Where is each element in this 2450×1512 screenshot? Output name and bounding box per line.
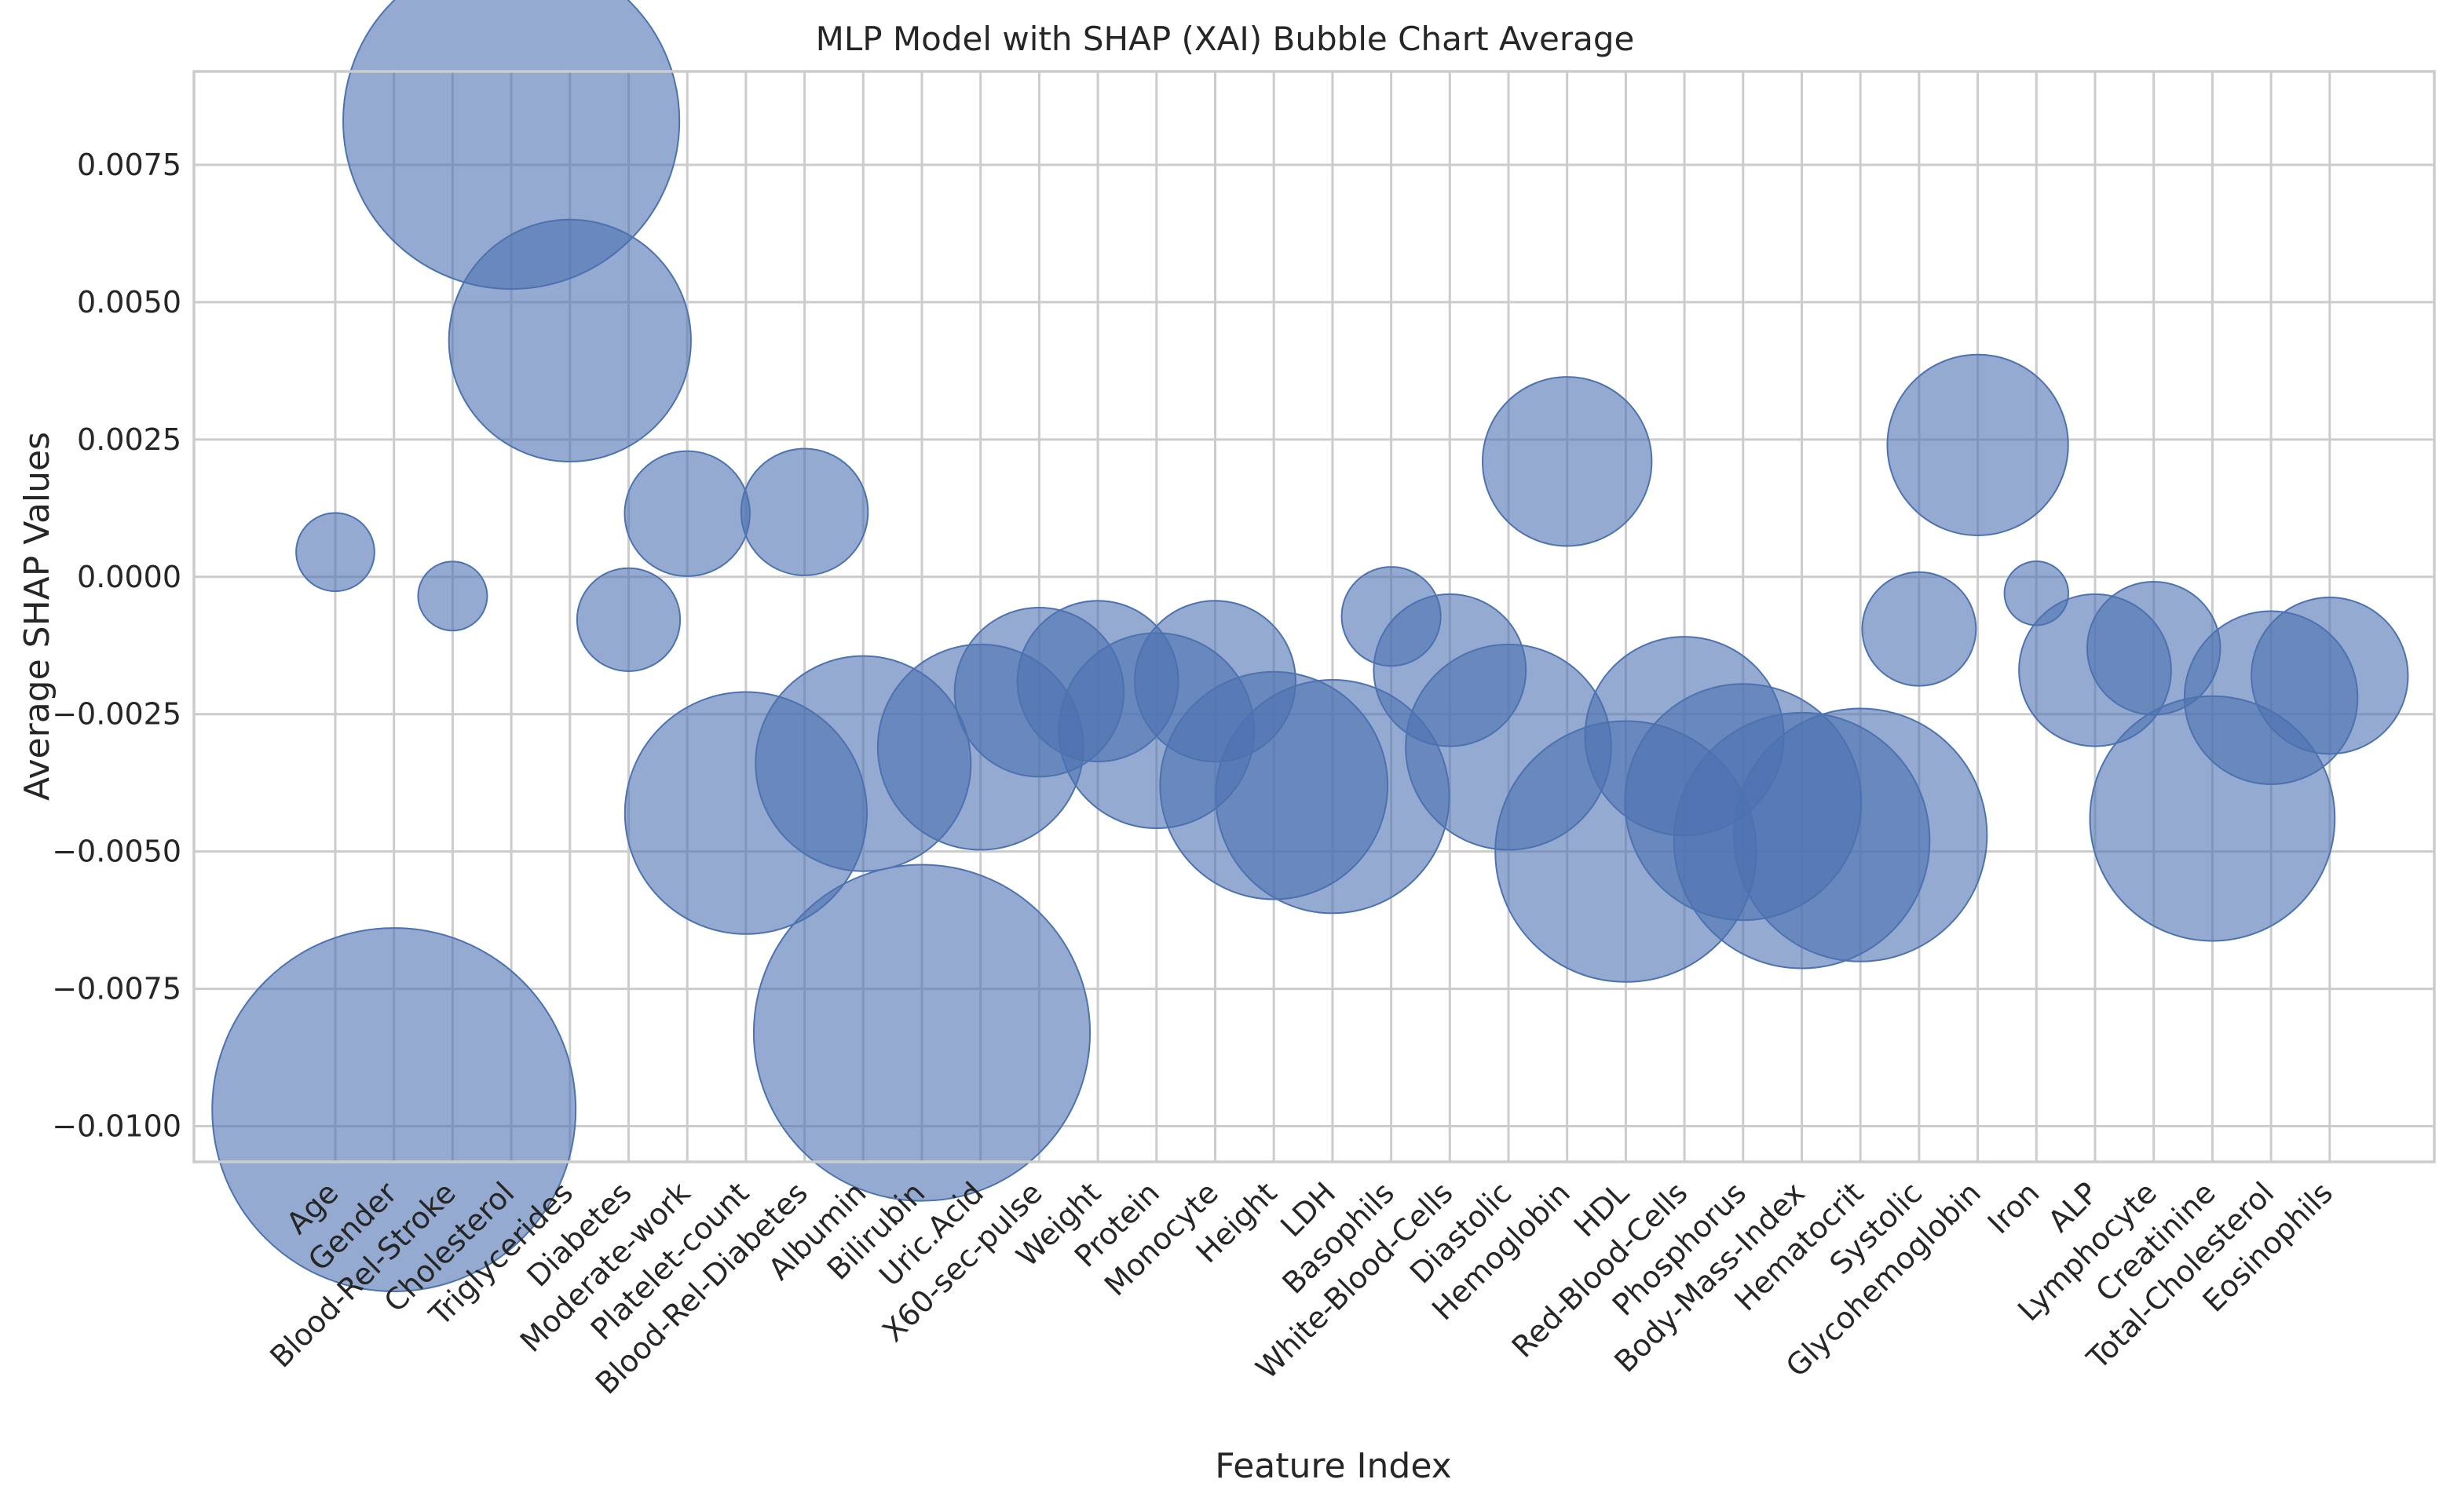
bubble-point	[1886, 353, 2069, 536]
bubble-point	[295, 512, 375, 593]
plot-frame	[192, 70, 2436, 1163]
y-tick-label: −0.0025	[52, 697, 181, 732]
bubble-point	[1733, 707, 1988, 962]
y-tick-label: 0.0025	[77, 422, 181, 457]
x-tick-labels: AgeGenderBlood-Rel-StrokeCholesterolTrig…	[263, 1175, 2339, 1401]
x-tick-label: Iron	[1981, 1175, 2046, 1240]
y-tick-label: 0.0000	[77, 560, 181, 594]
bubble-point	[623, 450, 751, 577]
y-tick-labels: −0.0100 −0.0075 −0.0050 −0.0025 0.0000 0.0025…	[52, 148, 181, 1144]
bubble-point	[1861, 571, 1977, 687]
bubble-point	[740, 447, 869, 576]
bubble-point	[576, 567, 682, 672]
bubble-point	[448, 218, 692, 462]
bubble-layer	[211, 0, 2409, 1292]
y-tick-label: −0.0050	[52, 835, 181, 869]
bubble-point	[752, 864, 1092, 1202]
bubble-point	[1482, 376, 1653, 547]
bubble-point	[211, 927, 577, 1292]
y-tick-label: 0.0050	[77, 285, 181, 320]
y-tick-label: 0.0075	[77, 148, 181, 182]
y-tick-label: −0.0075	[52, 972, 181, 1006]
bubble-point	[2251, 597, 2409, 755]
chart-title: MLP Model with SHAP (XAI) Bubble Chart A…	[816, 20, 1635, 58]
y-tick-label: −0.0100	[52, 1109, 181, 1144]
x-axis-label: Feature Index	[1215, 1446, 1451, 1486]
y-axis-label: Average SHAP Values	[17, 432, 57, 801]
bubble-point	[417, 561, 488, 632]
